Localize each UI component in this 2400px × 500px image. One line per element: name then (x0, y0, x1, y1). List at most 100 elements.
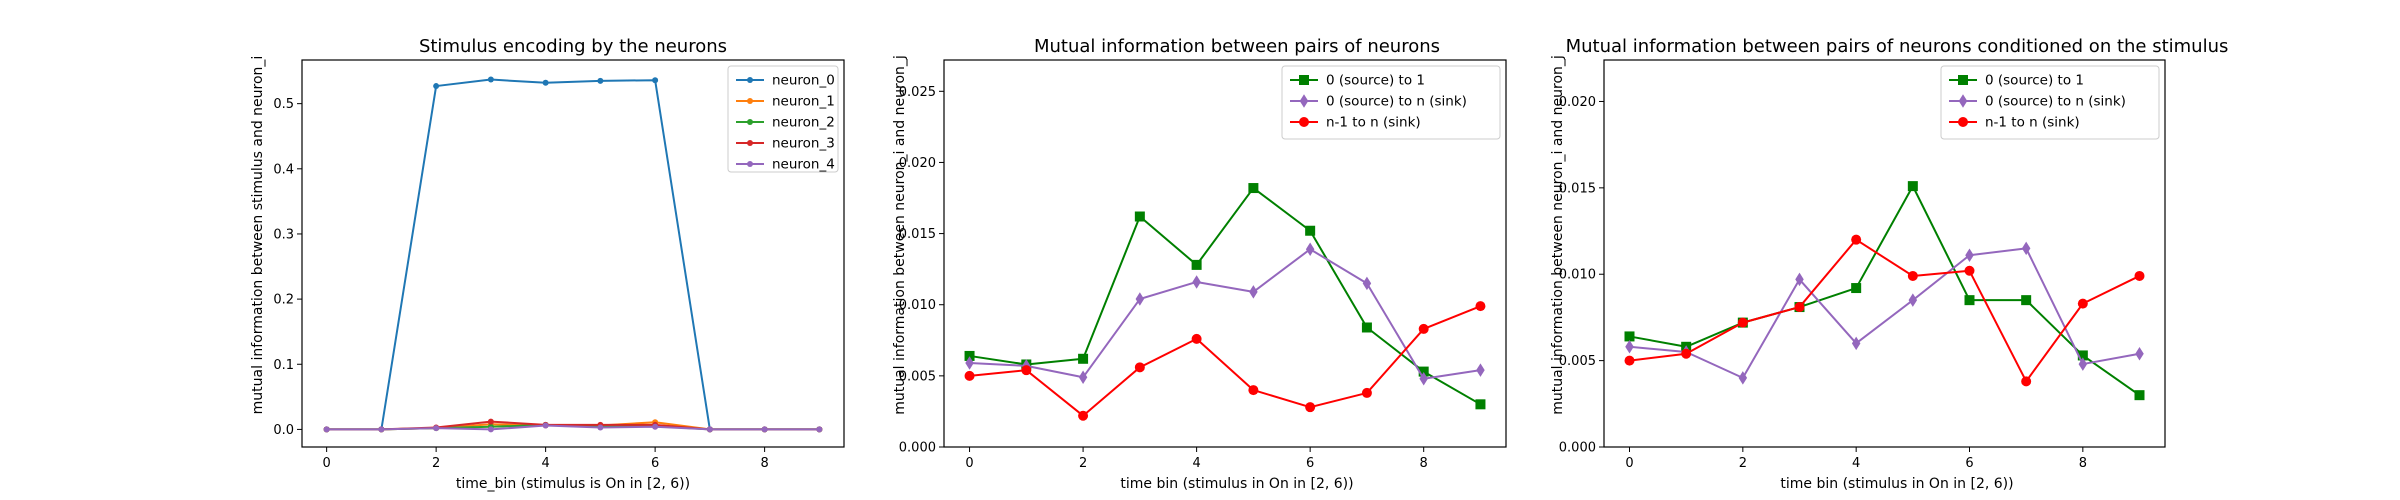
data-point-2-4 (1191, 333, 1202, 344)
data-point-2-4 (1851, 234, 1862, 245)
x-tick-label: 2 (432, 456, 440, 471)
data-point-4-0 (323, 426, 330, 433)
data-point-1-0 (1625, 340, 1634, 354)
data-point-1-8 (1419, 371, 1428, 386)
data-point-0-8 (1418, 366, 1429, 377)
data-point-0-5 (1248, 183, 1259, 194)
chart-stimulus-encoding: Stimulus encoding by the neurons time_bi… (250, 36, 845, 492)
data-point-0-2 (433, 83, 440, 90)
data-point-2-1 (1021, 365, 1032, 376)
x-axis-label: time bin (stimulus in On in [2, 6)) (1120, 476, 1353, 492)
y-tick-label: 0.010 (1559, 268, 1596, 283)
series-line-0 (1629, 185, 2141, 396)
data-point-1-8 (2078, 357, 2088, 371)
legend-swatch-marker (747, 140, 753, 146)
y-tick-label: 0.5 (273, 97, 294, 112)
y-tick-label: 0.4 (273, 162, 294, 177)
x-tick-label: 8 (1420, 456, 1428, 471)
series-line-1 (1629, 247, 2140, 379)
data-point-4-3 (487, 426, 494, 433)
x-tick-label: 2 (1079, 456, 1087, 471)
legend-swatch-marker (747, 77, 753, 83)
data-point-1-7 (1362, 276, 1372, 291)
data-point-2-9 (2134, 270, 2145, 281)
y-tick-label: 0.2 (273, 293, 294, 308)
data-point-2-3 (1794, 302, 1805, 313)
legend-box (1940, 65, 2160, 140)
y-tick-label: 0.005 (899, 369, 936, 384)
y-tick-label: 0.000 (899, 441, 936, 456)
legend-label: neuron_3 (772, 136, 835, 152)
data-point-0-4 (542, 79, 549, 86)
series-line-2 (969, 305, 1481, 417)
data-point-4-9 (816, 426, 823, 433)
legend-swatch-marker (1299, 75, 1309, 85)
legend-label: n-1 to n (sink) (1985, 115, 2080, 131)
x-tick-label: 6 (1965, 456, 1973, 471)
data-point-2-7 (1361, 387, 1372, 398)
legend-label: 0 (source) to n (sink) (1326, 94, 1467, 110)
data-point-0-9 (2134, 390, 2145, 401)
legend-label: neuron_0 (772, 73, 835, 89)
y-axis-label: mutual information between neuron_i and … (892, 55, 908, 415)
data-point-0-6 (1964, 295, 1975, 306)
x-tick-label: 0 (1625, 456, 1633, 471)
y-tick-label: 0.3 (273, 227, 294, 242)
data-point-4-7 (706, 426, 713, 433)
data-point-1-5 (1249, 285, 1258, 299)
data-point-0-6 (652, 77, 659, 84)
x-axis-label: time bin (stimulus in On in [2, 6)) (1780, 476, 2013, 492)
data-point-2-2 (1737, 317, 1748, 328)
data-point-1-5 (1908, 293, 1918, 307)
data-point-0-2 (1078, 353, 1089, 364)
data-point-2-8 (2077, 298, 2088, 309)
data-point-2-9 (1475, 301, 1486, 312)
legend-swatch-marker (747, 161, 753, 167)
legend-label: 0 (source) to 1 (1985, 73, 2084, 89)
legend-swatch-marker (747, 119, 753, 125)
y-tick-label: 0.0 (273, 423, 294, 438)
data-point-4-5 (597, 424, 604, 431)
x-tick-label: 4 (1192, 456, 1200, 471)
x-tick-label: 8 (2079, 456, 2087, 471)
x-tick-label: 4 (1852, 456, 1860, 471)
data-point-1-2 (1738, 371, 1748, 385)
data-point-2-7 (2021, 376, 2032, 387)
legend-box (1281, 65, 1501, 140)
legend-swatch-marker (1299, 94, 1309, 108)
data-point-0-0 (1624, 331, 1635, 342)
legend-label: 0 (source) to n (sink) (1985, 94, 2126, 110)
data-point-2-5 (1907, 270, 1918, 281)
data-point-2-2 (1078, 410, 1089, 421)
y-tick-label: 0.015 (1559, 181, 1596, 196)
legend-box (727, 65, 839, 173)
x-tick-label: 0 (965, 456, 973, 471)
data-point-2-1 (1681, 348, 1692, 359)
legend-label: n-1 to n (sink) (1326, 115, 1421, 131)
legend: neuron_0 neuron_1 neuron_2 neuron_3 neuron_4 (727, 65, 839, 173)
legend: 0 (source) to 1 0 (source) to n (sink) n-1… (1940, 65, 2160, 140)
legend-swatch-marker (1958, 117, 1968, 127)
data-point-0-7 (1361, 322, 1372, 333)
data-point-1-2 (1078, 370, 1088, 385)
data-point-0-9 (1475, 399, 1486, 410)
data-point-1-3 (1795, 272, 1804, 287)
data-point-0-7 (2021, 295, 2032, 306)
legend-label: neuron_1 (772, 94, 835, 110)
data-point-2-8 (1418, 323, 1429, 334)
data-point-2-5 (1248, 385, 1259, 396)
data-point-1-6 (1965, 248, 1974, 262)
data-point-2-0 (964, 370, 975, 381)
data-point-0-3 (1134, 211, 1145, 222)
data-point-1-3 (1135, 292, 1145, 306)
plot-frame (301, 59, 845, 448)
legend-swatch-marker (1299, 117, 1309, 127)
chart-title: Stimulus encoding by the neurons (419, 36, 727, 57)
series-line-2 (1629, 238, 2140, 383)
data-point-1-7 (2021, 241, 2031, 256)
x-tick-label: 0 (322, 456, 330, 471)
data-point-1-9 (2135, 346, 2144, 361)
plot-frame (1603, 59, 2166, 448)
y-tick-label: 0.020 (899, 156, 936, 171)
